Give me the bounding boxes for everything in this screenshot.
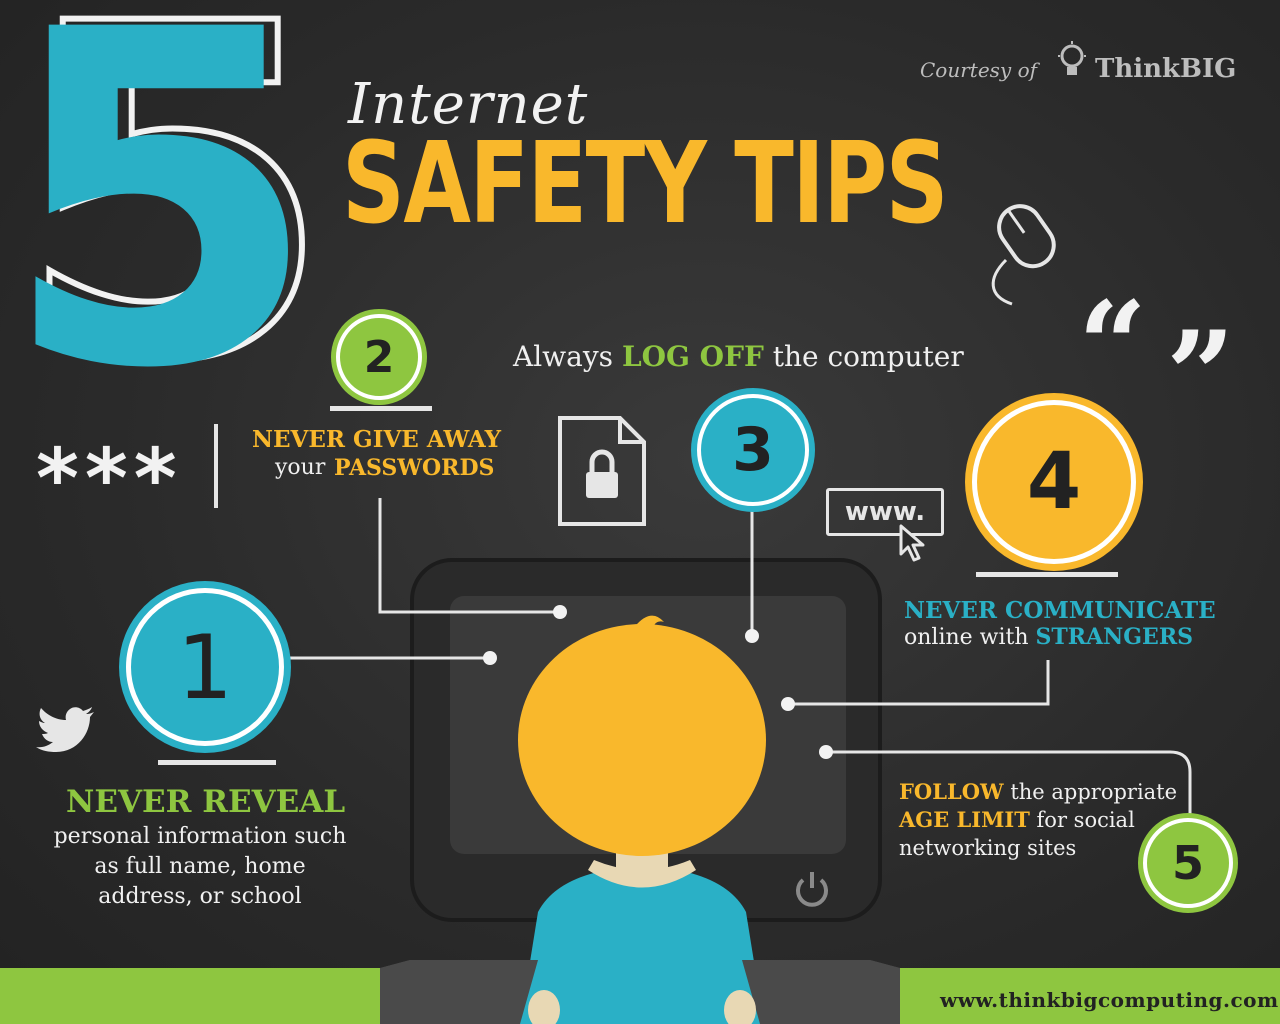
quote-close-icon: ” bbox=[1166, 305, 1236, 446]
tip-3-highlight: LOG OFF bbox=[621, 340, 764, 373]
mouse-icon bbox=[991, 204, 1056, 306]
tip-4-badge: 4 bbox=[972, 400, 1136, 564]
tip-3-suffix: the computer bbox=[772, 340, 964, 373]
tip-5-line-2: AGE LIMIT for social bbox=[899, 806, 1177, 834]
lightbulb-icon bbox=[1058, 41, 1086, 75]
big-five-graphic: 5 5 bbox=[0, 0, 330, 380]
desk-overlay bbox=[380, 960, 900, 1024]
tip-2-body-prefix: your bbox=[275, 455, 326, 480]
tip-5-line-1-rest: the appropriate bbox=[1010, 780, 1178, 804]
tip-5-body: FOLLOW the appropriate AGE LIMIT for soc… bbox=[899, 778, 1177, 862]
tip-2-badge: 2 bbox=[336, 314, 422, 400]
tip-4-body-prefix: online with bbox=[904, 625, 1029, 650]
big-five-fill: 5 bbox=[0, 0, 320, 380]
text-cursor bbox=[214, 424, 218, 508]
title-internet: Internet bbox=[348, 72, 589, 137]
courtesy-label: Courtesy of bbox=[920, 58, 1038, 82]
tip-5-badge: 5 bbox=[1143, 818, 1233, 908]
big-five-outline: 5 bbox=[14, 0, 330, 380]
quote-open-icon: “ bbox=[1078, 275, 1148, 416]
tip-5-line-3: networking sites bbox=[899, 836, 1077, 860]
tip-2-headline: NEVER GIVE AWAY bbox=[252, 426, 502, 453]
tip-4-headline: NEVER COMMUNICATE bbox=[904, 597, 1216, 624]
tip-4-body-highlight: STRANGERS bbox=[1035, 624, 1193, 650]
url-box: www. bbox=[826, 488, 944, 536]
tip-5-line-1: FOLLOW the appropriate bbox=[899, 778, 1177, 806]
tip-3-text: Always LOG OFF the computer bbox=[513, 340, 964, 373]
tip-5-line-2-rest: for social bbox=[1036, 808, 1135, 832]
tip-5-follow: FOLLOW bbox=[899, 779, 1004, 804]
tip-1-badge: 1 bbox=[126, 588, 284, 746]
tip-4-body: online with STRANGERS bbox=[904, 624, 1193, 650]
tip-1-headline: NEVER REVEAL bbox=[66, 784, 346, 820]
title-safety-tips: SAFETY TIPS bbox=[342, 119, 949, 249]
tip-3-badge: 3 bbox=[697, 394, 809, 506]
tip-2-body-highlight: PASSWORDS bbox=[334, 455, 495, 481]
tip-1-body: personal information such as full name, … bbox=[53, 824, 347, 909]
pointer-cursor-icon bbox=[899, 524, 925, 562]
twitter-bird-icon bbox=[36, 707, 94, 752]
footer-url-link[interactable]: www.thinkbigcomputing.com bbox=[940, 988, 1279, 1012]
power-icon bbox=[796, 872, 828, 907]
connector-lines bbox=[282, 498, 1192, 818]
password-mask: *** bbox=[36, 432, 183, 527]
tip-5-age-limit: AGE LIMIT bbox=[899, 807, 1030, 832]
tip-3-prefix: Always bbox=[513, 340, 614, 373]
lock-document-icon bbox=[558, 416, 646, 526]
brand-name: ThinkBIG bbox=[1095, 54, 1237, 84]
connector-dots bbox=[483, 605, 833, 759]
